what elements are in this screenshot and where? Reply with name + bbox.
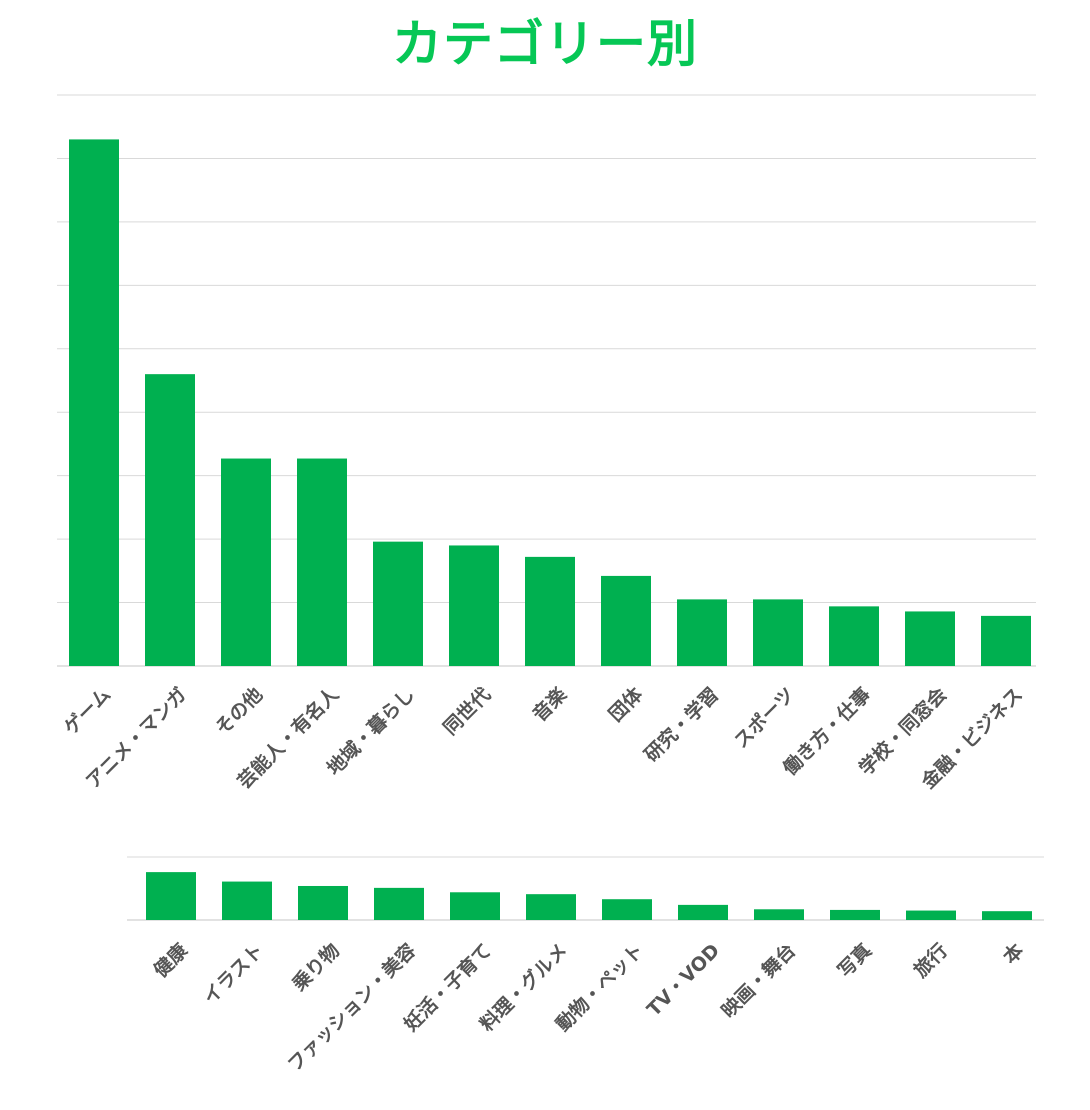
bar bbox=[297, 458, 347, 666]
bar bbox=[905, 611, 955, 666]
bar bbox=[146, 872, 196, 920]
bar bbox=[450, 892, 500, 920]
bar bbox=[145, 374, 195, 666]
bar bbox=[830, 909, 880, 920]
x-tick-label: 同世代 bbox=[439, 684, 495, 740]
x-tick-label: 研究・学習 bbox=[640, 683, 723, 766]
bar bbox=[754, 909, 804, 920]
bar bbox=[525, 556, 575, 666]
bar bbox=[221, 458, 271, 666]
bar bbox=[222, 881, 272, 920]
x-tick-label: スポーツ bbox=[729, 683, 799, 753]
x-tick-label: 音楽 bbox=[528, 682, 572, 726]
x-tick-label: ゲーム bbox=[60, 684, 115, 739]
bar bbox=[601, 575, 651, 666]
bar bbox=[753, 599, 803, 666]
x-tick-label: 団体 bbox=[604, 682, 648, 726]
bar bbox=[602, 899, 652, 920]
bar bbox=[677, 599, 727, 666]
x-tick-label: 本 bbox=[998, 939, 1028, 969]
x-tick-label: ファッション・美容 bbox=[283, 939, 420, 1076]
x-tick-label: 乗り物 bbox=[288, 939, 345, 996]
bar bbox=[69, 139, 119, 666]
bar bbox=[906, 910, 956, 920]
bar bbox=[981, 615, 1031, 666]
chart-title: カテゴリー別 bbox=[392, 15, 698, 73]
bar bbox=[982, 911, 1032, 920]
x-tick-label: 映画・舞台 bbox=[717, 939, 800, 1022]
sub-bar-chart: 健康 イラスト 乗り物ファッション・美容妊活・子育て料理・グルメ動物・ペットTV・V… bbox=[127, 856, 1044, 1076]
x-tick-label: その他 bbox=[211, 683, 268, 740]
bar bbox=[449, 545, 499, 666]
x-tick-label: 健康 bbox=[149, 938, 193, 982]
x-tick-label: イラスト bbox=[199, 940, 268, 1009]
bar bbox=[298, 885, 348, 920]
bar bbox=[526, 894, 576, 920]
x-tick-label: 旅行 bbox=[909, 939, 952, 982]
bar bbox=[373, 541, 423, 666]
x-tick-label: 写真 bbox=[833, 939, 876, 982]
bar bbox=[829, 606, 879, 666]
bar bbox=[678, 904, 728, 920]
bar bbox=[374, 887, 424, 920]
x-tick-label: TV・VOD bbox=[643, 940, 724, 1021]
